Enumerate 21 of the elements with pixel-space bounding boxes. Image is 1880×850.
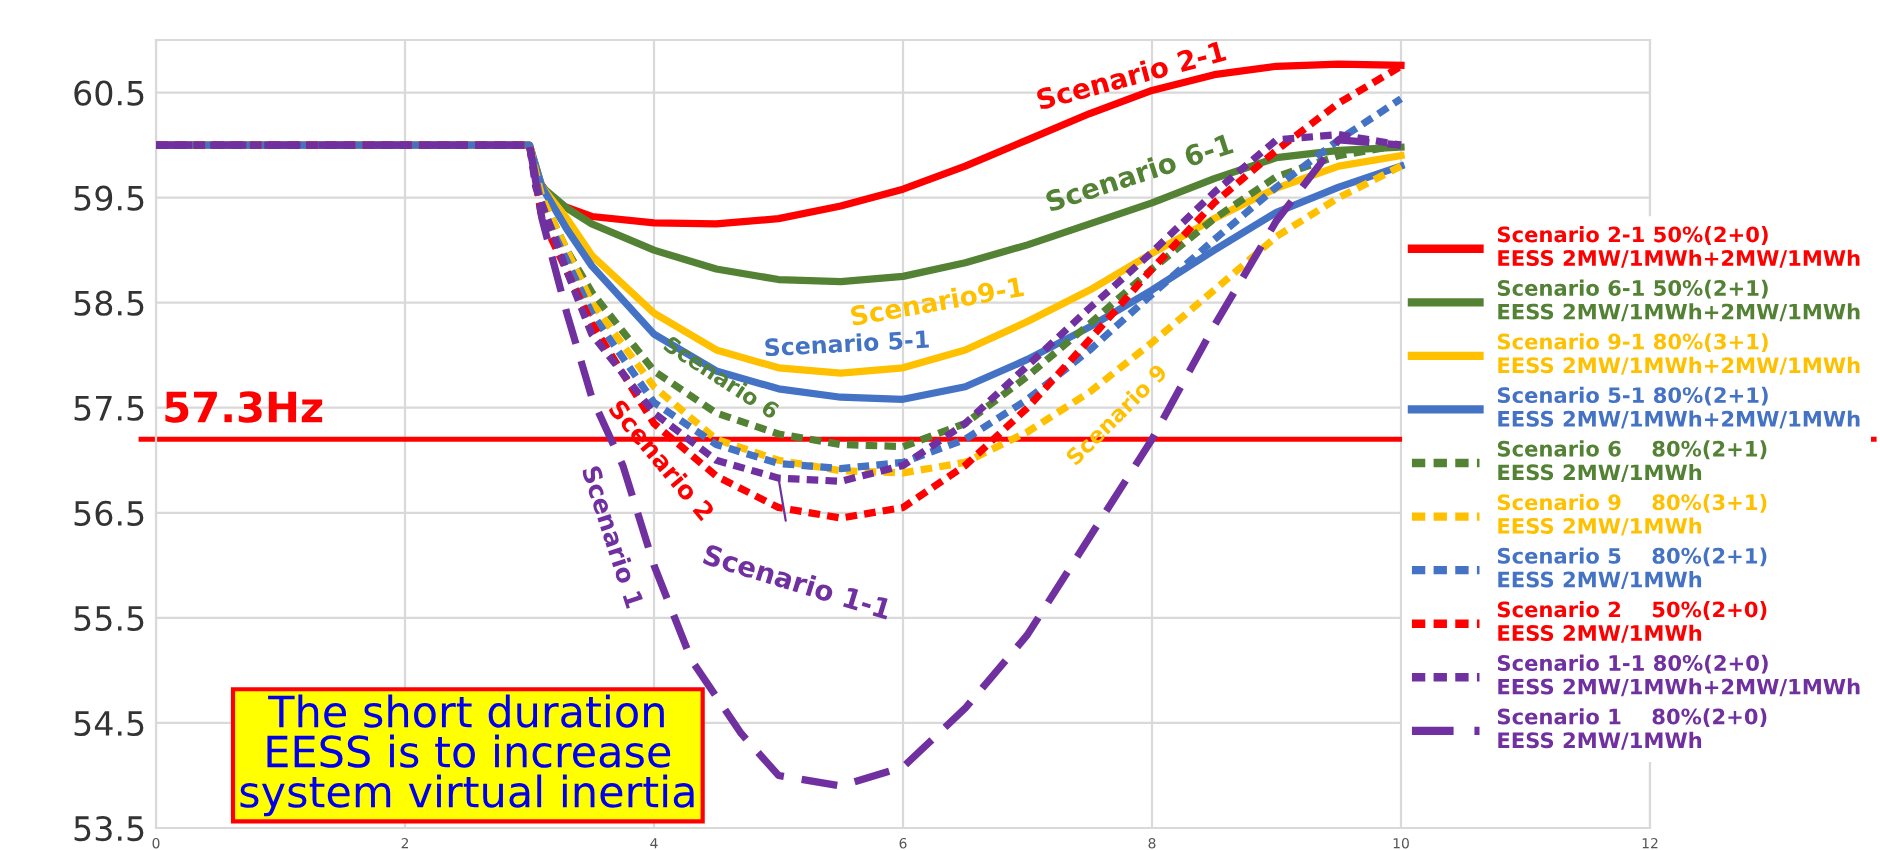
y-tick-label: 59.5 bbox=[74, 185, 144, 211]
y-tick-label: 58.5 bbox=[74, 290, 144, 316]
annotation: Scenario 5-1 bbox=[764, 329, 929, 357]
annotation: The short duration EESS is to increase system virtual inertia bbox=[240, 694, 694, 817]
legend-label: Scenario 2-1 50%(2+0) EESS 2MW/1MWh+2MW/1MWh bbox=[1497, 226, 1860, 268]
legend-label: Scenario 2 50%(2+0) EESS 2MW/1MWh bbox=[1497, 601, 1767, 643]
y-tick-label: 54.5 bbox=[74, 711, 144, 737]
legend-label: Scenario 5 80%(2+1) EESS 2MW/1MWh bbox=[1497, 547, 1767, 590]
legend-label: Scenario 9-1 80%(3+1) EESS 2MW/1MWh+2MW/1MWh bbox=[1497, 333, 1860, 375]
legend-label: Scenario 6 80%(2+1) EESS 2MW/1MWh bbox=[1497, 440, 1767, 482]
legend-label: Scenario 6-1 50%(2+1) EESS 2MW/1MWh+2MW/1MWh bbox=[1497, 279, 1860, 322]
legend-label: Scenario 1-1 80%(2+0) EESS 2MW/1MWh+2MW/1MWh bbox=[1497, 654, 1860, 697]
legend-label: Scenario 5-1 80%(2+1) EESS 2MW/1MWh+2MW/1MWh bbox=[1497, 386, 1860, 429]
ref-line-label: 57.3Hz bbox=[165, 391, 323, 423]
legend-label: Scenario 1 80%(2+0) EESS 2MW/1MWh bbox=[1497, 708, 1767, 750]
y-tick-label: 55.5 bbox=[74, 606, 144, 631]
y-tick-label: 57.5 bbox=[74, 396, 144, 421]
legend-label: Scenario 9 80%(3+1) EESS 2MW/1MWh bbox=[1497, 493, 1767, 536]
y-tick-label: 56.5 bbox=[74, 500, 144, 526]
y-tick-label: 53.5 bbox=[74, 815, 144, 842]
y-tick-label: 60.5 bbox=[74, 80, 144, 106]
